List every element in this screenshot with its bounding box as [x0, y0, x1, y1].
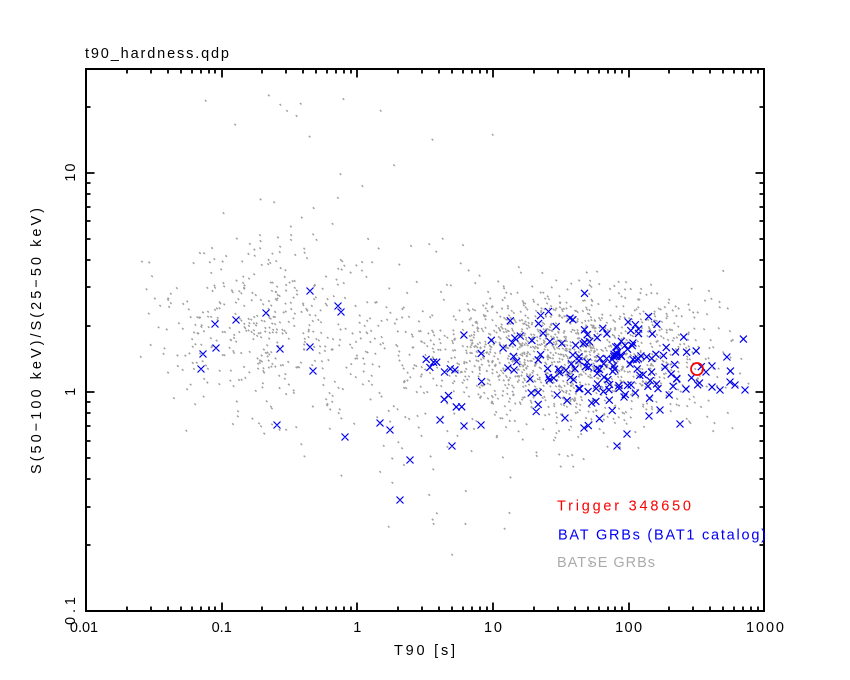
svg-text:BAT GRBs (BAT1 catalog): BAT GRBs (BAT1 catalog)	[558, 528, 766, 544]
svg-text:BATSE GRBs: BATSE GRBs	[557, 555, 655, 571]
svg-text:10: 10	[63, 164, 79, 182]
svg-text:t90_hardness.qdp: t90_hardness.qdp	[85, 46, 229, 62]
svg-text:0.1: 0.1	[63, 597, 79, 625]
svg-text:1000: 1000	[746, 620, 784, 636]
svg-text:100: 100	[615, 620, 642, 636]
svg-text:1: 1	[353, 620, 361, 636]
svg-text:0.01: 0.01	[70, 620, 98, 636]
svg-text:0.1: 0.1	[212, 620, 232, 636]
svg-text:1: 1	[63, 388, 79, 396]
svg-text:S(50−100 keV)/S(25−50 keV): S(50−100 keV)/S(25−50 keV)	[29, 208, 45, 474]
svg-text:10: 10	[484, 620, 502, 636]
